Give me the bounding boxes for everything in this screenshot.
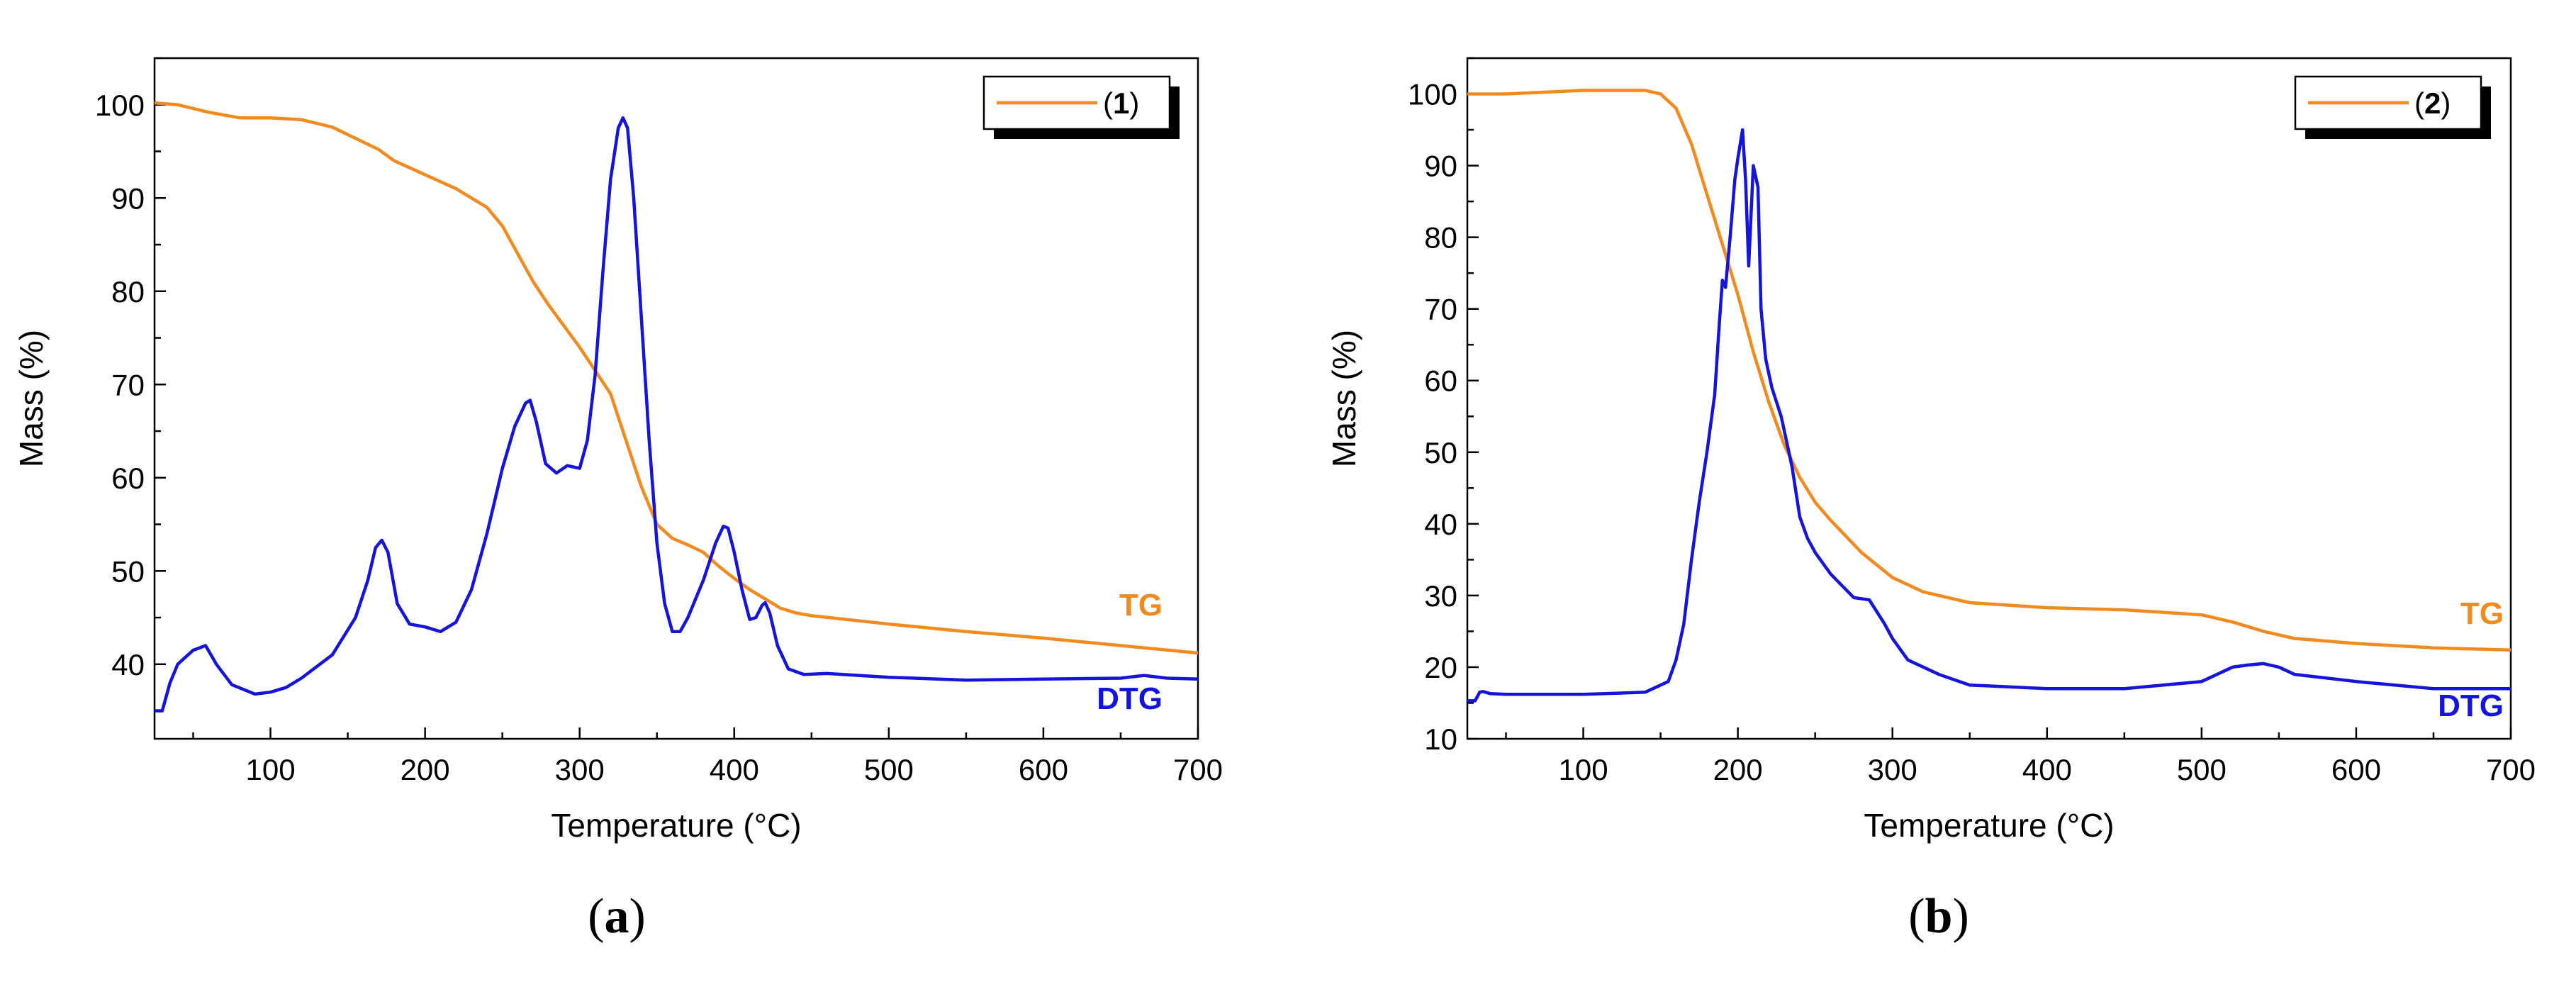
dtg-annotation: DTG xyxy=(2438,688,2504,723)
y-tick-label: 80 xyxy=(1424,221,1457,255)
y-tick-label: 40 xyxy=(111,648,145,681)
legend-number: 1 xyxy=(1113,87,1129,120)
y-axis-label: Mass (%) xyxy=(13,330,50,467)
y-tick-label: 90 xyxy=(1424,150,1457,183)
x-tick-label: 500 xyxy=(864,753,914,786)
legend-number: 2 xyxy=(2424,87,2441,120)
y-axis-label: Mass (%) xyxy=(1326,330,1362,467)
panel-caption: (b) xyxy=(1908,889,1969,944)
x-tick-label: 400 xyxy=(710,753,759,786)
tg-curve xyxy=(1467,89,2511,652)
legend: (1) xyxy=(982,75,1180,139)
panel-b: 100 200 300 400 500 600 700 10 20 30 40 50 60 70 80 90 1… xyxy=(1326,57,2536,944)
y-tick-label: 80 xyxy=(111,275,145,308)
x-tick-label: 700 xyxy=(1173,753,1223,786)
panel-caption-letter: a xyxy=(605,889,629,944)
y-tick-label: 20 xyxy=(1424,651,1457,684)
y-tick-label: 10 xyxy=(1424,722,1457,756)
legend: (2) xyxy=(2294,75,2491,139)
x-tick-label: 200 xyxy=(401,753,450,786)
tg-annotation: TG xyxy=(2460,596,2504,631)
x-tick-label: 200 xyxy=(1713,753,1763,786)
y-tick-label: 50 xyxy=(111,554,145,588)
x-tick-label: 600 xyxy=(2331,753,2381,786)
panel-a: 100 200 300 400 500 600 700 40 50 60 70 80 90 100 Temp… xyxy=(13,57,1223,944)
tg-annotation: TG xyxy=(1119,588,1163,623)
y-tick-label: 50 xyxy=(1424,436,1457,469)
legend-label: (1) xyxy=(1103,87,1139,120)
legend-label: (2) xyxy=(2414,87,2451,120)
dtg-curve xyxy=(155,116,1198,713)
plot-frame xyxy=(153,57,1199,740)
x-tick-label: 500 xyxy=(2177,753,2227,786)
x-tick-label: 100 xyxy=(1559,753,1608,786)
y-tick-label: 70 xyxy=(1424,293,1457,326)
x-tick-label: 600 xyxy=(1019,753,1068,786)
y-tick-label: 30 xyxy=(1424,579,1457,613)
plot-frame xyxy=(1466,57,2512,740)
dtg-curve xyxy=(1467,128,2511,703)
x-axis-label: Temperature (°C) xyxy=(1864,807,2114,844)
x-tick-label: 100 xyxy=(246,753,296,786)
y-tick-label: 100 xyxy=(95,89,145,122)
x-tick-label: 400 xyxy=(2022,753,2072,786)
tg-curve xyxy=(155,101,1198,655)
panel-caption-letter: b xyxy=(1925,889,1953,944)
y-tick-label: 40 xyxy=(1424,508,1457,541)
x-tick-label: 300 xyxy=(555,753,605,786)
y-tick-label: 90 xyxy=(111,182,145,215)
panel-caption: (a) xyxy=(588,889,646,944)
dtg-annotation: DTG xyxy=(1097,681,1163,716)
y-tick-label: 70 xyxy=(111,368,145,401)
x-tick-label: 700 xyxy=(2486,753,2536,786)
y-tick-label: 100 xyxy=(1408,78,1457,111)
x-axis-label: Temperature (°C) xyxy=(551,807,801,844)
y-tick-label: 60 xyxy=(111,462,145,495)
y-tick-label: 60 xyxy=(1424,364,1457,398)
x-tick-label: 300 xyxy=(1868,753,1917,786)
